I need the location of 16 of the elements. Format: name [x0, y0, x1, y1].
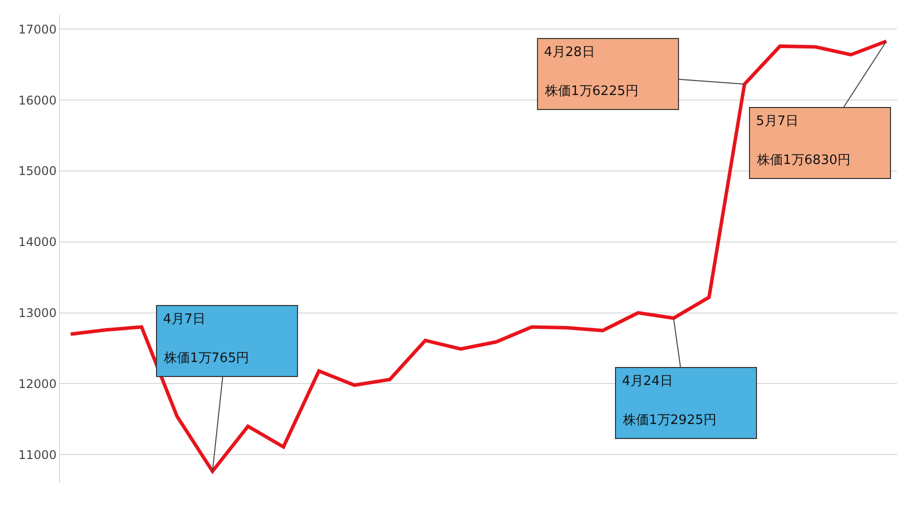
y-tick-label: 17000 [18, 22, 57, 36]
y-tick-label: 13000 [18, 306, 57, 320]
annotation: 株価1万765円 [163, 351, 250, 366]
y-tick-label: 15000 [18, 164, 57, 178]
y-tick-label: 11000 [18, 448, 57, 462]
annotation: 株価1万6225円 [544, 84, 638, 99]
annotation: 4月24日 [622, 374, 673, 389]
annotation: 4月7日 [163, 312, 206, 327]
line-series [68, 39, 888, 474]
y-tick-label: 14000 [18, 235, 57, 250]
y-tick-label: 12000 [18, 376, 57, 391]
y-tick-label: 16000 [18, 93, 57, 108]
annotation: 株価1万6830円 [756, 153, 850, 168]
annotation: 株価1万2925円 [622, 413, 716, 428]
annotation: 5月7日 [756, 114, 799, 129]
annotation: 4月28日 [544, 45, 595, 60]
